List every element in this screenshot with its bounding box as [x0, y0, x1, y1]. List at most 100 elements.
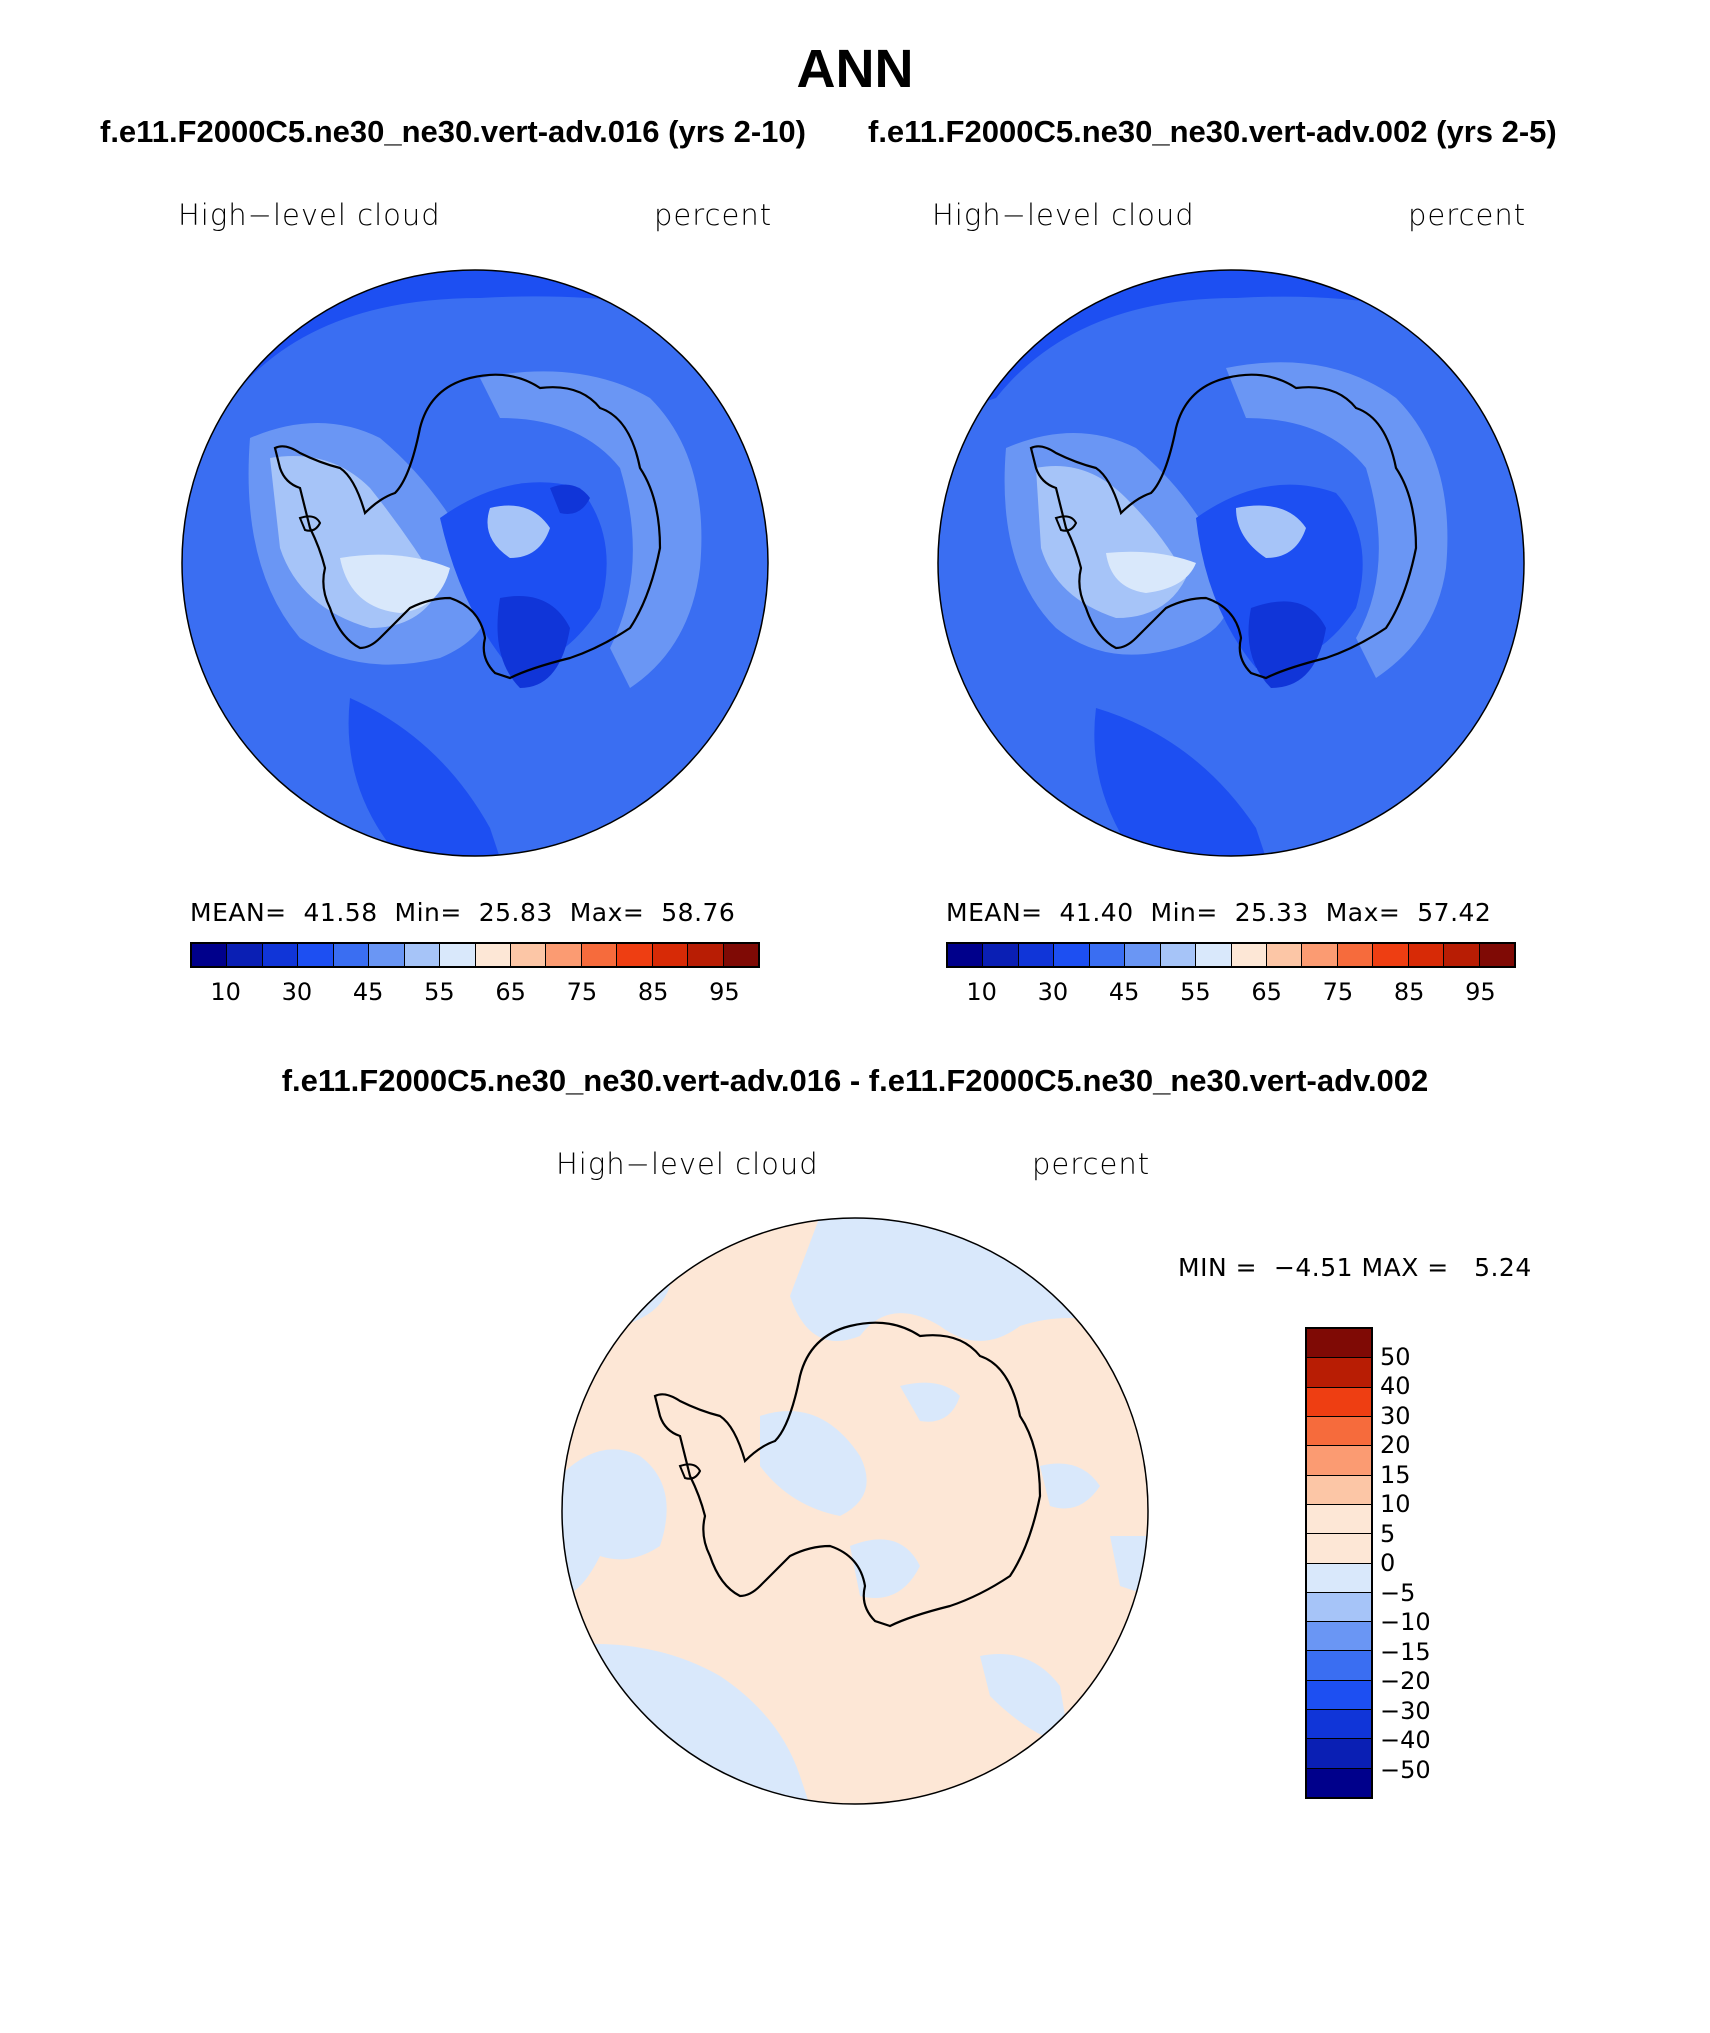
map-region-mid: [480, 371, 702, 688]
colorbar-swatch: [262, 944, 299, 966]
colorbar-swatch: [1307, 1651, 1371, 1681]
colorbar-swatch: [1160, 944, 1197, 966]
colorbar-level-label: −10: [1380, 1608, 1431, 1636]
colorbar-tick-label: 95: [709, 978, 740, 1006]
colorbar-level-label: 10: [1380, 1490, 1411, 1518]
colorbar-swatch: [1125, 944, 1161, 966]
colorbar-tick-label: 75: [566, 978, 598, 1006]
colorbar-level-label: −50: [1380, 1755, 1431, 1784]
diff-colorbar-labels: 50 40 30 20 15 10 5 0 −5 −10 −15 −20 −30 −40 −50: [1380, 1327, 1480, 1799]
colorbar-tick-label: 75: [1322, 978, 1354, 1006]
colorbar-swatch: [1307, 1387, 1371, 1417]
colorbar-swatch: [475, 944, 511, 966]
colorbar-level-label: 50: [1380, 1342, 1411, 1371]
colorbar-swatch: [1196, 944, 1232, 966]
colorbar-tick-label: 55: [424, 978, 455, 1006]
colorbar-tick-label: 10: [966, 978, 997, 1006]
colorbar-level-label: 0: [1380, 1549, 1396, 1577]
colorbar-swatch: [983, 944, 1019, 966]
panel2-polar-map: [937, 269, 1525, 857]
case-title-right: f.e11.F2000C5.ne30_ne30.vert-adv.002 (yr…: [868, 114, 1557, 149]
map-region-low: [348, 698, 500, 856]
colorbar-swatch: [1307, 1475, 1371, 1505]
colorbar-swatch: [1307, 1504, 1371, 1535]
colorbar-swatch: [298, 944, 334, 966]
diff-region-neg: [760, 1411, 867, 1516]
colorbar-swatch: [1307, 1446, 1371, 1476]
colorbar-swatch: [1307, 1592, 1371, 1623]
colorbar-swatch: [404, 944, 441, 966]
colorbar-swatch: [1266, 944, 1303, 966]
diff-variable-label: High−level cloud: [556, 1147, 819, 1181]
colorbar-level-label: 5: [1380, 1519, 1396, 1548]
colorbar-tick-label: 65: [1251, 978, 1282, 1006]
diff-region-neg: [790, 1218, 1148, 1341]
map-region-lowest: [550, 484, 590, 514]
colorbar-swatch: [1231, 944, 1267, 966]
main-title: ANN: [796, 39, 914, 99]
diff-region-neg: [850, 1539, 920, 1598]
diff-region-neg: [980, 1654, 1070, 1746]
colorbar-level-label: 40: [1380, 1372, 1411, 1400]
panel1-colorbar: [190, 942, 760, 968]
diff-colorbar: [1305, 1327, 1373, 1799]
colorbar-level-label: 15: [1380, 1460, 1411, 1489]
map-region-low: [1094, 708, 1266, 856]
panel2-stats: MEAN= 41.40 Min= 25.33 Max= 57.42: [946, 898, 1492, 927]
colorbar-tick-label: 30: [281, 978, 313, 1006]
colorbar-swatch: [1307, 1563, 1371, 1593]
panel1-stats: MEAN= 41.58 Min= 25.83 Max= 58.76: [190, 898, 736, 927]
colorbar-swatch: [1018, 944, 1055, 966]
colorbar-level-label: −30: [1380, 1696, 1431, 1725]
panel2-units-label: percent: [1408, 198, 1527, 232]
colorbar-swatch: [333, 944, 370, 966]
colorbar-swatch: [1307, 1358, 1371, 1388]
colorbar-swatch: [688, 944, 724, 966]
colorbar-swatch: [1307, 1680, 1371, 1711]
diff-units-label: percent: [1032, 1147, 1151, 1181]
map-region-lowest: [1248, 601, 1326, 688]
colorbar-tick-label: 55: [1180, 978, 1211, 1006]
colorbar-swatch: [227, 944, 263, 966]
colorbar-swatch: [1479, 944, 1514, 966]
colorbar-swatch: [1444, 944, 1480, 966]
panel1-polar-map: [181, 269, 769, 857]
diff-region-neg: [562, 1449, 667, 1596]
colorbar-level-label: −20: [1380, 1667, 1431, 1695]
colorbar-swatch: [1373, 944, 1409, 966]
colorbar-tick-label: 85: [1393, 978, 1425, 1006]
colorbar-tick-label: 45: [352, 978, 384, 1006]
colorbar-swatch: [1307, 1534, 1371, 1564]
colorbar-swatch: [1337, 944, 1374, 966]
colorbar-swatch: [1307, 1710, 1371, 1740]
colorbar-swatch: [1307, 1329, 1371, 1359]
colorbar-level-label: −15: [1380, 1637, 1431, 1666]
colorbar-level-label: −5: [1380, 1578, 1416, 1607]
colorbar-tick-label: 85: [637, 978, 669, 1006]
colorbar-swatch: [1307, 1739, 1371, 1769]
map-region-lowest: [497, 596, 570, 688]
map-region-high: [487, 505, 550, 558]
colorbar-swatch: [617, 944, 653, 966]
diff-region-neg: [900, 1382, 960, 1422]
panel2-variable-label: High−level cloud: [932, 198, 1195, 232]
colorbar-swatch: [1307, 1768, 1371, 1797]
diff-title: f.e11.F2000C5.ne30_ne30.vert-adv.016 - f…: [281, 1063, 1429, 1098]
panel2-colorbar: [946, 942, 1516, 968]
colorbar-tick-label: 45: [1108, 978, 1140, 1006]
diff-region-neg: [1040, 1463, 1100, 1509]
colorbar-tick-label: 30: [1037, 978, 1069, 1006]
colorbar-tick-label: 65: [495, 978, 526, 1006]
colorbar-swatch: [1307, 1622, 1371, 1652]
colorbar-swatch: [1054, 944, 1090, 966]
colorbar-swatch: [192, 944, 228, 966]
colorbar-level-label: 30: [1380, 1401, 1411, 1430]
colorbar-swatch: [652, 944, 689, 966]
colorbar-swatch: [1307, 1416, 1371, 1447]
colorbar-level-label: 20: [1380, 1431, 1411, 1459]
colorbar-swatch: [546, 944, 582, 966]
colorbar-level-label: −40: [1380, 1726, 1431, 1754]
colorbar-swatch: [510, 944, 547, 966]
colorbar-swatch: [1302, 944, 1338, 966]
colorbar-swatch: [369, 944, 405, 966]
